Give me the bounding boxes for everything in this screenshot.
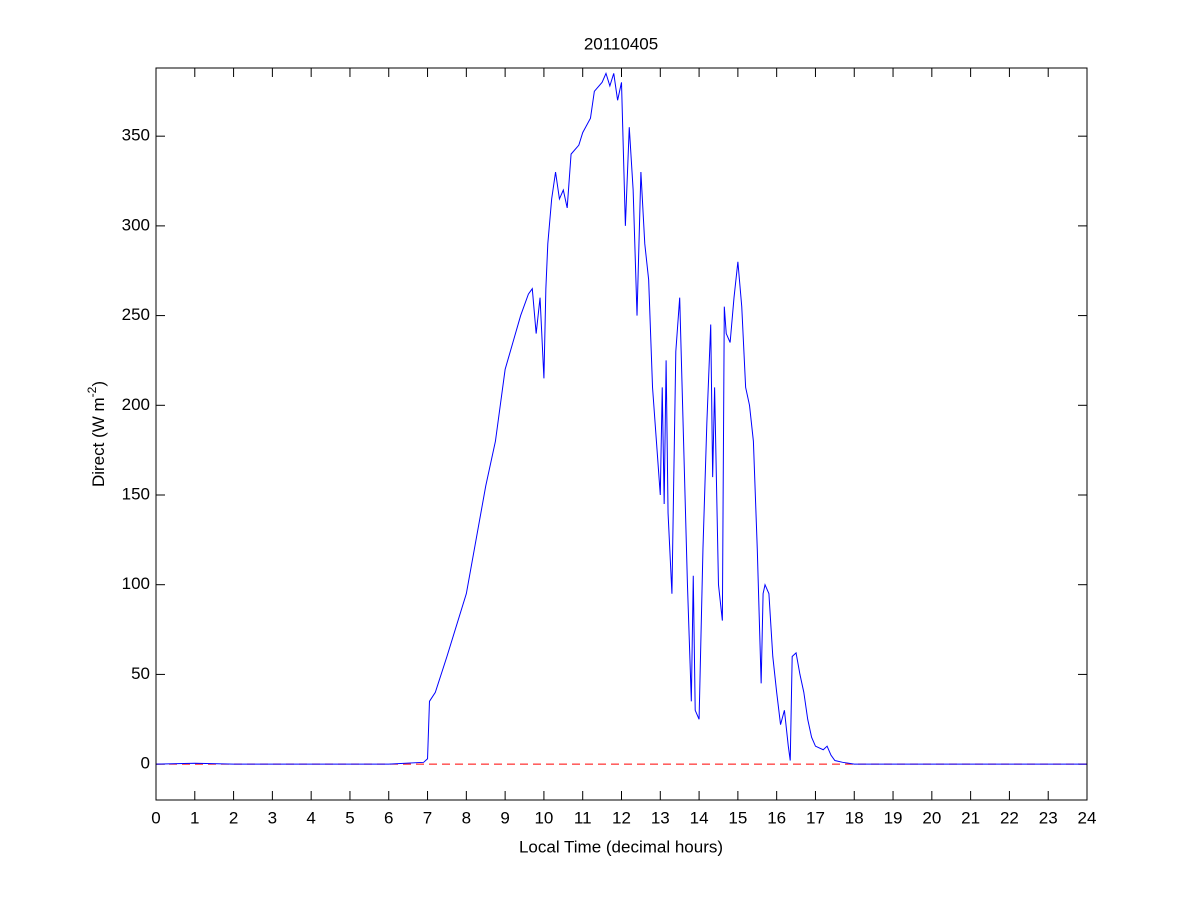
x-tick-label: 1	[190, 808, 199, 827]
x-tick-label: 22	[1000, 808, 1019, 827]
x-tick-label: 5	[345, 808, 354, 827]
x-tick-label: 11	[574, 808, 592, 827]
y-tick-label: 100	[122, 574, 150, 593]
x-tick-label: 14	[690, 808, 709, 827]
x-tick-label: 18	[845, 808, 864, 827]
y-label-sup: -2	[85, 386, 99, 397]
x-tick-label: 2	[229, 808, 238, 827]
x-tick-label: 8	[462, 808, 471, 827]
x-tick-label: 17	[806, 808, 825, 827]
y-label-text: Direct (W m	[89, 397, 108, 487]
y-tick-label: 300	[122, 215, 150, 234]
axes-box	[155, 67, 1088, 801]
x-tick-label: 24	[1078, 808, 1097, 827]
y-tick-label: 200	[122, 395, 150, 414]
x-tick-label: 13	[651, 808, 670, 827]
y-tick-label: 350	[122, 126, 150, 145]
x-tick-label: 19	[884, 808, 903, 827]
x-tick-label: 23	[1039, 808, 1058, 827]
data-line	[155, 71, 1087, 765]
x-tick-label: 4	[306, 808, 315, 827]
y-tick-label: 0	[141, 754, 150, 773]
y-tick-label: 150	[122, 484, 150, 503]
y-axis-label: Direct (W m-2)	[85, 381, 108, 487]
x-tick-label: 16	[767, 808, 786, 827]
x-tick-label: 10	[534, 808, 553, 827]
x-tick-label: 21	[961, 808, 980, 827]
y-tick-label: 250	[122, 305, 150, 324]
x-tick-label: 15	[728, 808, 747, 827]
chart-title: 20110405	[584, 34, 658, 53]
y-label-end: )	[89, 381, 108, 387]
x-tick-label: 6	[384, 808, 393, 827]
x-tick-label: 20	[922, 808, 941, 827]
x-axis-label: Local Time (decimal hours)	[519, 837, 723, 856]
x-tick-label: 12	[612, 808, 631, 827]
x-tick-label: 0	[151, 808, 160, 827]
x-tick-label: 9	[500, 808, 509, 827]
y-tick-label: 50	[131, 664, 150, 683]
x-tick-label: 7	[423, 808, 432, 827]
x-tick-label: 3	[268, 808, 277, 827]
